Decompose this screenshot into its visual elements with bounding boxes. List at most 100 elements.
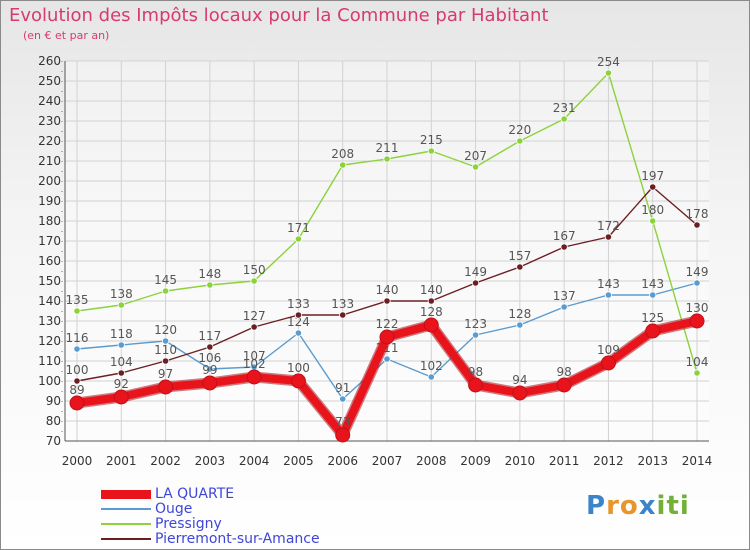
data-point-la-quarte [335,427,351,443]
data-point-pierremont-sur-amance [339,311,347,319]
x-tick-label: 2011 [549,454,580,468]
data-point-la-quarte [69,395,85,411]
data-point-pierremont-sur-amance [161,357,170,365]
data-point-ouge [604,291,613,299]
chart-title: Evolution des Impôts locaux pour la Comm… [9,5,549,26]
data-label-pressigny: 104 [686,355,709,369]
data-point-pressigny [206,281,214,289]
data-point-la-quarte [645,323,661,339]
data-point-pressigny [383,155,391,163]
data-label-ouge: 137 [553,289,576,303]
y-tick-label: 150 [38,274,61,288]
x-tick-label: 2012 [593,454,624,468]
data-label-la-quarte: 122 [376,317,399,331]
y-tick-label: 250 [38,74,61,88]
y-tick-label: 120 [38,334,61,348]
data-label-ouge: 124 [287,315,310,329]
data-label-pressigny: 207 [464,149,487,163]
legend-label: Pierremont-sur-Amance [155,531,320,547]
data-point-ouge [649,291,657,299]
data-label-la-quarte: 94 [512,373,527,387]
logo-letter: r [606,491,620,521]
data-point-pierremont-sur-amance [560,243,568,251]
data-point-la-quarte [556,377,572,393]
y-tick-label: 210 [38,154,61,168]
data-label-la-quarte: 125 [641,311,664,325]
data-point-ouge [560,303,568,311]
data-point-ouge [339,395,347,403]
data-point-pierremont-sur-amance [383,297,391,305]
logo-letter: o [619,491,639,521]
data-point-la-quarte [202,375,218,391]
data-point-pressigny [693,369,701,377]
data-point-pressigny [560,115,568,123]
data-label-pressigny: 171 [287,221,310,235]
x-tick-label: 2001 [106,454,137,468]
y-tick-label: 80 [46,414,61,428]
data-label-pressigny: 180 [641,203,664,217]
data-point-pressigny [339,161,347,169]
logo-letter: t [666,491,680,521]
legend-swatch-pierremont [101,538,151,540]
data-point-ouge [206,365,214,373]
y-tick-label: 240 [38,94,61,108]
data-point-pressigny [604,69,613,77]
data-label-pierremont-sur-amance: 133 [287,297,310,311]
y-tick-label: 180 [38,214,61,228]
data-label-pierremont-sur-amance: 172 [597,219,620,233]
data-label-pierremont-sur-amance: 140 [376,283,399,297]
data-point-ouge [471,331,480,339]
legend-label: LA QUARTE [155,486,235,502]
x-tick-label: 2014 [682,454,713,468]
proxiti-logo: Proxiti [586,491,690,521]
y-tick-label: 160 [38,254,61,268]
data-point-pierremont-sur-amance [649,183,657,191]
data-label-pressigny: 138 [110,287,133,301]
data-label-ouge: 128 [508,307,531,321]
data-point-pierremont-sur-amance [294,311,303,319]
data-point-pierremont-sur-amance [250,323,258,331]
data-point-pressigny [250,277,258,285]
data-label-la-quarte: 99 [202,363,217,377]
logo-letter: i [656,491,667,521]
data-label-pierremont-sur-amance: 133 [331,297,354,311]
data-point-la-quarte [600,355,616,371]
data-label-la-quarte: 73 [335,415,350,429]
y-tick-label: 100 [38,374,61,388]
data-label-ouge: 106 [198,351,221,365]
data-point-la-quarte [246,369,262,385]
data-point-la-quarte [158,379,174,395]
data-point-pressigny [294,235,303,243]
data-label-ouge: 149 [686,265,709,279]
data-point-ouge [294,329,303,337]
data-label-ouge: 116 [66,331,89,345]
legend-label: Ouge [155,501,193,517]
data-point-pressigny [117,301,125,309]
legend-swatch-la-quarte [101,489,151,499]
logo-letter: i [679,491,690,521]
data-point-pierremont-sur-amance [427,297,435,305]
x-tick-label: 2003 [195,454,226,468]
legend-item-pressigny: Pressigny [101,516,222,532]
data-label-la-quarte: 100 [287,361,310,375]
data-label-la-quarte: 89 [69,383,84,397]
data-point-pierremont-sur-amance [604,233,613,241]
data-label-ouge: 120 [154,323,177,337]
y-tick-label: 170 [38,234,61,248]
y-tick-label: 130 [38,314,61,328]
data-point-ouge [117,341,125,349]
x-tick-label: 2000 [62,454,93,468]
legend-item-pierremont: Pierremont-sur-Amance [101,531,320,547]
logo-letter: P [586,491,607,521]
x-tick-label: 2002 [150,454,181,468]
y-tick-label: 200 [38,174,61,188]
y-tick-label: 230 [38,114,61,128]
data-label-ouge: 123 [464,317,487,331]
data-point-la-quarte [379,329,395,345]
x-tick-label: 2007 [372,454,403,468]
data-point-pierremont-sur-amance [206,343,214,351]
data-label-ouge: 143 [641,277,664,291]
data-point-pierremont-sur-amance [693,221,701,229]
